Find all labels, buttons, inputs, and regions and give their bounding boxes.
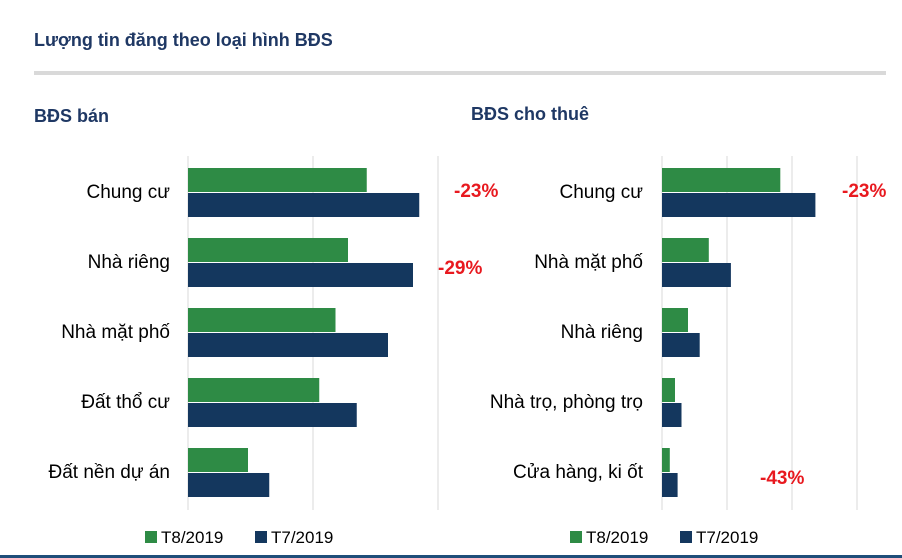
category-label: Nhà riêng [561,322,643,343]
bar-t7 [188,263,413,287]
bar-t7 [188,333,388,357]
legend-swatch [145,531,157,543]
title-divider [34,71,886,75]
bar-t8 [662,448,670,472]
panel-title-sale: BĐS bán [34,106,110,126]
change-annotation: -23% [842,181,886,202]
change-annotation: -43% [760,468,804,489]
legend-swatch [680,531,692,543]
legend-label: T8/2019 [161,528,223,547]
legend-label: T7/2019 [271,528,333,547]
bar-t7 [662,403,682,427]
bar-t8 [662,378,675,402]
bar-t8 [188,238,348,262]
legend-label: T7/2019 [696,528,758,547]
category-label: Nhà trọ, phòng trọ [490,392,643,413]
bar-t8 [188,378,320,402]
bar-t7 [662,333,700,357]
panel-title-rent: BĐS cho thuê [471,104,590,124]
bar-t8 [662,238,709,262]
bar-t7 [188,403,357,427]
page-title: Lượng tin đăng theo loại hình BĐS [34,30,333,50]
bar-t8 [188,168,367,192]
legend-label: T8/2019 [586,528,648,547]
bar-t7 [188,473,270,497]
bar-t7 [662,193,816,217]
category-label: Đất nền dự án [48,462,170,483]
bar-t8 [662,308,688,332]
category-label: Đất thổ cư [81,392,170,413]
bar-t7 [662,473,678,497]
category-label: Nhà mặt phố [61,322,170,343]
legend-swatch [255,531,267,543]
category-label: Nhà mặt phố [534,252,643,273]
change-annotation: -29% [438,258,482,279]
bar-t8 [188,308,336,332]
bar-t7 [188,193,420,217]
legend-swatch [570,531,582,543]
change-annotation: -23% [454,181,498,202]
category-label: Cửa hàng, ki ốt [513,462,644,483]
bar-t8 [662,168,781,192]
bar-t7 [662,263,731,287]
category-label: Chung cư [560,182,644,203]
category-label: Chung cư [87,182,171,203]
bottom-rule [0,555,902,558]
category-label: Nhà riêng [88,252,170,273]
bar-t8 [188,448,248,472]
